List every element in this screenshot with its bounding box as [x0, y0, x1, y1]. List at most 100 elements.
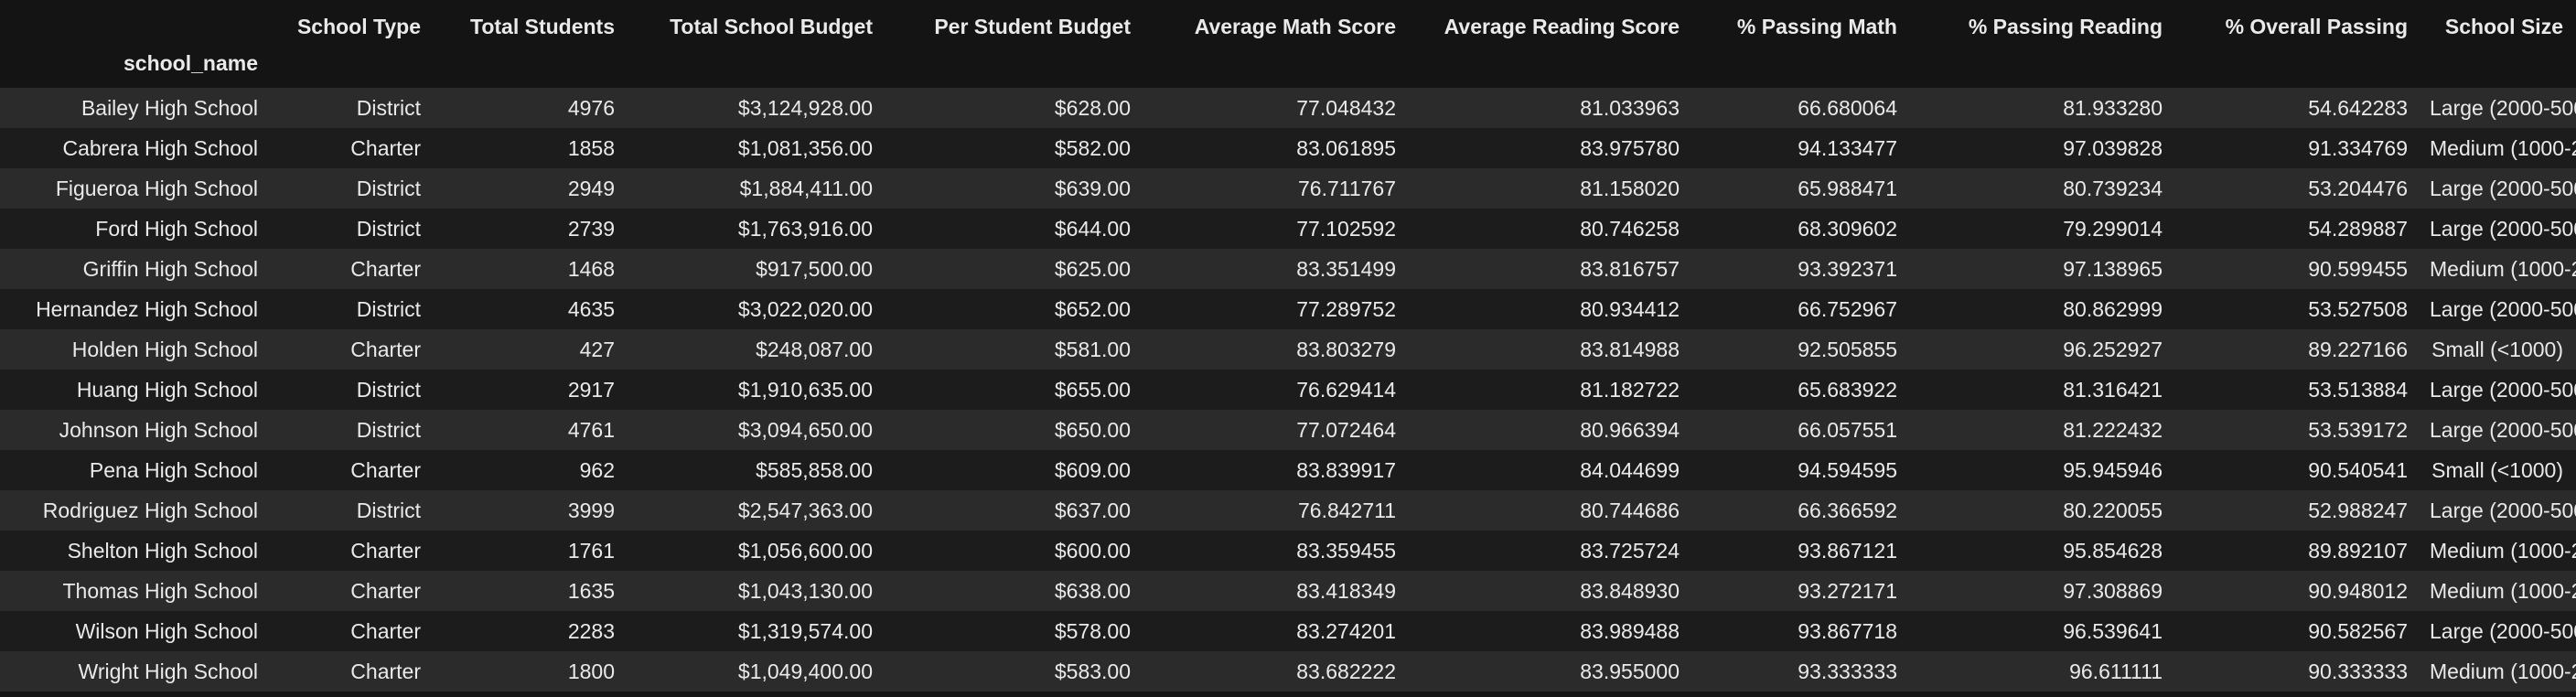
table-cell: 83.816757 [1580, 256, 1680, 281]
table-row: Griffin High School Charter 1468 $917,500.0… [0, 249, 2576, 289]
table-row: Ford High School District 2739 $1,763,916.0… [0, 209, 2576, 249]
table-cell: $1,884,411.00 [739, 176, 873, 200]
table-cell: 77.102592 [1296, 216, 1396, 241]
table-row: Holden High School Charter 427 $248,087.00 $… [0, 329, 2576, 370]
column-header: Average Math Score [1143, 0, 1409, 51]
table-cell: 66.752967 [1798, 296, 1897, 321]
table-cell: Large (2000-5000) [2430, 216, 2576, 241]
table-cell: District [356, 498, 421, 522]
table-cell: 93.867718 [1798, 618, 1897, 643]
table-cell: Small (<1000) [2431, 457, 2563, 482]
table-cell: 83.061895 [1296, 135, 1396, 160]
table-cell: Medium (1000-2000) [2430, 538, 2576, 563]
table-cell: 83.274201 [1296, 618, 1396, 643]
table-cell: Large (2000-5000) [2430, 417, 2576, 442]
table-cell: Medium (1000-2000) [2430, 256, 2576, 281]
corner-cell [0, 0, 271, 51]
table-cell: 66.680064 [1798, 95, 1897, 120]
table-cell: 83.359455 [1296, 538, 1396, 563]
table-cell: 66.057551 [1798, 417, 1897, 442]
column-header: % Passing Math [1692, 0, 1910, 51]
table-cell: 96.252927 [2063, 337, 2163, 361]
table-cell: $1,319,574.00 [737, 618, 873, 643]
table-cell: Charter [350, 457, 421, 482]
index-name-row: school_name [0, 51, 2576, 88]
table-cell: $581.00 [1054, 337, 1131, 361]
table-cell: 90.333333 [2308, 659, 2408, 683]
table-cell: 80.744686 [1580, 498, 1680, 522]
table-cell: 83.814988 [1580, 337, 1680, 361]
table-row: Cabrera High School Charter 1858 $1,081,356… [0, 128, 2576, 168]
column-header: Total Students [434, 0, 628, 51]
table-cell: $1,056,600.00 [737, 538, 873, 563]
table-cell: 83.839917 [1296, 457, 1396, 482]
table-cell: Charter [350, 135, 421, 160]
row-index-label: Griffin High School [82, 256, 258, 281]
row-index-label: Holden High School [71, 337, 258, 361]
table-cell: 83.848930 [1580, 578, 1680, 603]
row-index-label: Figueroa High School [55, 176, 258, 200]
table-cell: $600.00 [1054, 538, 1131, 563]
table-cell: $2,547,363.00 [737, 498, 873, 522]
table-cell: $248,087.00 [756, 337, 873, 361]
table-cell: 65.988471 [1798, 176, 1897, 200]
table-cell: 83.351499 [1296, 256, 1396, 281]
table-cell: 76.629414 [1296, 377, 1396, 402]
table-header: School Type Total Students Total School … [0, 0, 2576, 88]
table-cell: 97.308869 [2063, 578, 2163, 603]
table-cell: 80.934412 [1580, 296, 1680, 321]
table-cell: 97.039828 [2063, 135, 2163, 160]
table-cell: $1,763,916.00 [737, 216, 873, 241]
table-cell: Large (2000-5000) [2430, 176, 2576, 200]
table-cell: 3999 [567, 498, 615, 522]
table-cell: 68.309602 [1798, 216, 1897, 241]
column-header: % Passing Reading [1910, 0, 2175, 51]
table-cell: $3,094,650.00 [737, 417, 873, 442]
table-cell: 2739 [567, 216, 615, 241]
row-index-label: Wilson High School [75, 618, 258, 643]
table-cell: 1468 [567, 256, 615, 281]
table-cell: 81.182722 [1580, 377, 1680, 402]
table-cell: 97.138965 [2063, 256, 2163, 281]
table-cell: 84.044699 [1580, 457, 1680, 482]
table-cell: 77.048432 [1296, 95, 1396, 120]
table-cell: Large (2000-5000) [2430, 618, 2576, 643]
table-cell: 81.222432 [2063, 417, 2163, 442]
row-index-label: Pena High School [89, 457, 258, 482]
table-cell: 1800 [567, 659, 615, 683]
table-cell: 83.682222 [1296, 659, 1396, 683]
row-index-label: Cabrera High School [62, 135, 258, 160]
table-cell: $638.00 [1054, 578, 1131, 603]
table-cell: Charter [350, 337, 421, 361]
table-cell: 81.158020 [1580, 176, 1680, 200]
table-cell: 81.033963 [1580, 95, 1680, 120]
table-cell: 96.611111 [2069, 659, 2163, 683]
table-cell: 83.725724 [1580, 538, 1680, 563]
table-cell: District [356, 216, 421, 241]
table-cell: Charter [350, 659, 421, 683]
column-header: Total School Budget [628, 0, 886, 51]
table-cell: 53.539172 [2308, 417, 2408, 442]
table-cell: District [356, 377, 421, 402]
table-cell: 92.505855 [1798, 337, 1897, 361]
table-cell: District [356, 296, 421, 321]
table-cell: Charter [350, 256, 421, 281]
table-row: Shelton High School Charter 1761 $1,056,600… [0, 531, 2576, 571]
table-cell: Large (2000-5000) [2430, 296, 2576, 321]
table-cell: $609.00 [1054, 457, 1131, 482]
table-cell: 4761 [567, 417, 615, 442]
table-row: Bailey High School District 4976 $3,124,928… [0, 88, 2576, 128]
table-cell: 76.842711 [1297, 498, 1396, 522]
table-cell: 89.892107 [2308, 538, 2408, 563]
table-row: Wilson High School Charter 2283 $1,319,574.… [0, 611, 2576, 651]
table-cell: Medium (1000-2000) [2430, 659, 2576, 683]
table-row: Wright High School Charter 1800 $1,049,400.… [0, 651, 2576, 692]
table-cell: 2949 [567, 176, 615, 200]
table-cell: District [356, 95, 421, 120]
table-cell: 96.539641 [2063, 618, 2163, 643]
table-cell: 65.683922 [1798, 377, 1897, 402]
table-row: Huang High School District 2917 $1,910,635.… [0, 370, 2576, 410]
row-index-label: Ford High School [95, 216, 258, 241]
index-name: school_name [0, 51, 271, 88]
table-cell: Large (2000-5000) [2430, 377, 2576, 402]
